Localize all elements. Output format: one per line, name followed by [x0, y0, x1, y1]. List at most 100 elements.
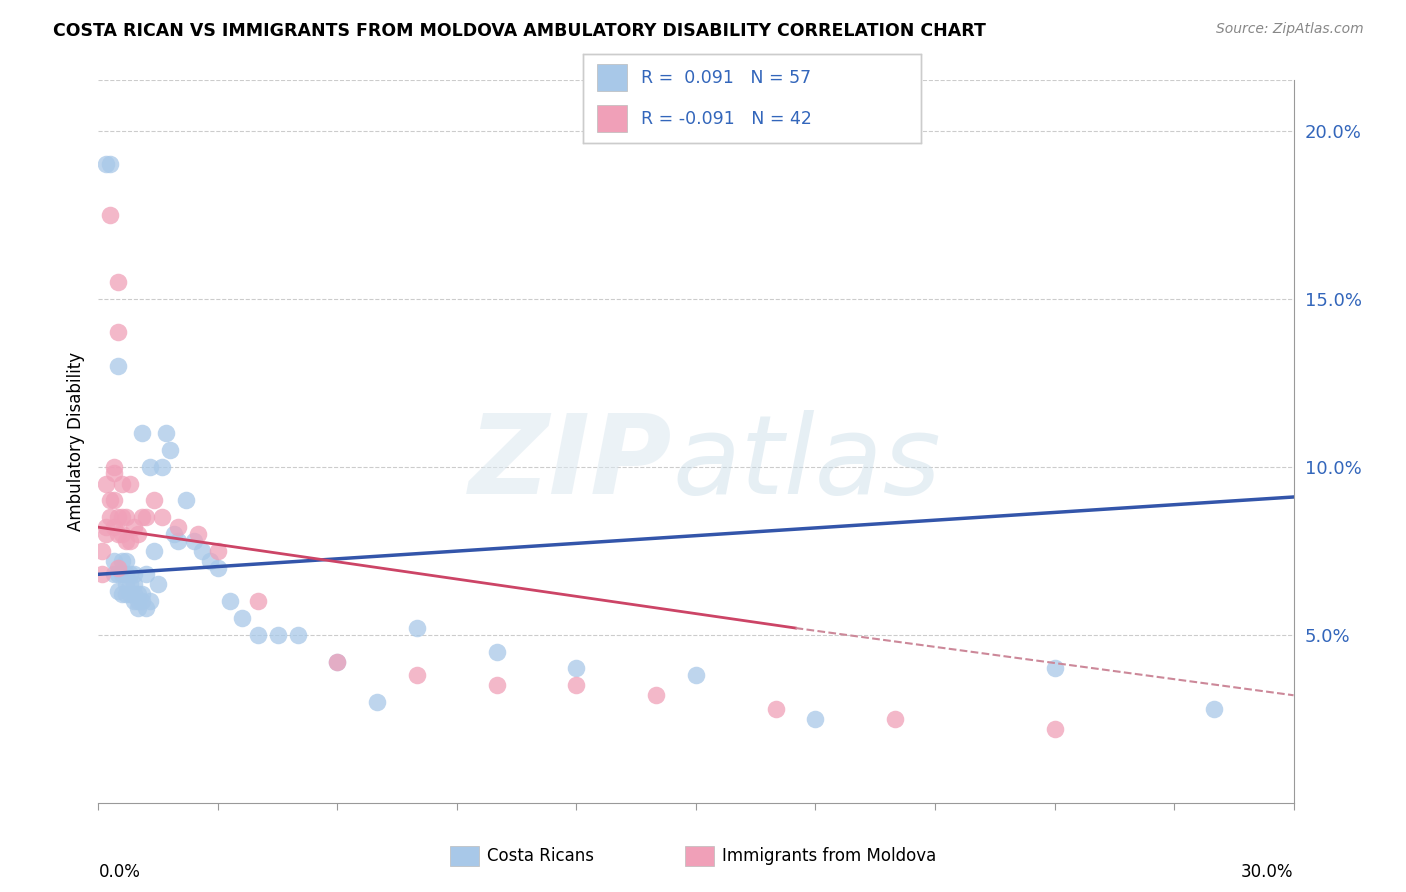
Point	[167, 520, 190, 534]
Point	[120, 567, 142, 582]
Point	[207, 543, 229, 558]
Point	[1043, 722, 1066, 736]
Point	[135, 510, 157, 524]
Point	[107, 527, 129, 541]
Point	[150, 510, 173, 524]
Point	[115, 510, 138, 524]
Point	[115, 587, 138, 601]
Point	[685, 668, 707, 682]
Point	[96, 520, 118, 534]
Point	[111, 587, 134, 601]
Point	[1202, 702, 1225, 716]
Point	[103, 520, 125, 534]
Point	[124, 567, 146, 582]
Point	[406, 621, 429, 635]
Point	[124, 587, 146, 601]
Point	[98, 510, 122, 524]
Point	[485, 644, 508, 658]
Point	[127, 587, 149, 601]
Point	[127, 600, 149, 615]
Point	[103, 567, 125, 582]
Point	[765, 702, 787, 716]
Point	[326, 655, 349, 669]
Text: 30.0%: 30.0%	[1241, 863, 1294, 881]
FancyBboxPatch shape	[598, 105, 627, 132]
Point	[107, 510, 129, 524]
Point	[198, 554, 221, 568]
Point	[111, 554, 134, 568]
Point	[884, 712, 907, 726]
Point	[91, 567, 114, 582]
Point	[139, 459, 162, 474]
Text: ZIP: ZIP	[468, 409, 672, 516]
Point	[96, 157, 118, 171]
Text: atlas: atlas	[672, 409, 941, 516]
Point	[207, 560, 229, 574]
Point	[148, 577, 170, 591]
Point	[111, 476, 134, 491]
Point	[326, 655, 349, 669]
Point	[167, 533, 190, 548]
Point	[111, 510, 134, 524]
Point	[107, 560, 129, 574]
Point	[91, 543, 114, 558]
Point	[135, 600, 157, 615]
Point	[98, 208, 122, 222]
Point	[143, 543, 166, 558]
FancyBboxPatch shape	[598, 64, 627, 91]
Point	[131, 426, 153, 441]
Point	[107, 275, 129, 289]
Point	[103, 493, 125, 508]
Point	[183, 533, 205, 548]
Point	[131, 510, 153, 524]
Point	[219, 594, 242, 608]
Point	[127, 527, 149, 541]
Point	[96, 527, 118, 541]
Point	[98, 157, 122, 171]
Point	[246, 628, 269, 642]
Point	[115, 533, 138, 548]
Point	[115, 554, 138, 568]
Point	[267, 628, 290, 642]
Point	[127, 594, 149, 608]
Point	[159, 442, 181, 457]
Point	[111, 527, 134, 541]
Y-axis label: Ambulatory Disability: Ambulatory Disability	[66, 352, 84, 531]
Text: COSTA RICAN VS IMMIGRANTS FROM MOLDOVA AMBULATORY DISABILITY CORRELATION CHART: COSTA RICAN VS IMMIGRANTS FROM MOLDOVA A…	[53, 22, 986, 40]
Point	[246, 594, 269, 608]
Point	[107, 584, 129, 599]
Point	[131, 594, 153, 608]
Point	[406, 668, 429, 682]
Text: R = -0.091   N = 42: R = -0.091 N = 42	[641, 110, 811, 128]
Point	[804, 712, 827, 726]
Point	[103, 554, 125, 568]
Point	[143, 493, 166, 508]
Point	[565, 661, 588, 675]
Point	[107, 326, 129, 340]
Point	[191, 543, 214, 558]
FancyBboxPatch shape	[685, 846, 714, 866]
Point	[155, 426, 177, 441]
Text: R =  0.091   N = 57: R = 0.091 N = 57	[641, 69, 811, 87]
Point	[366, 695, 388, 709]
Point	[96, 476, 118, 491]
Point	[1043, 661, 1066, 675]
Point	[124, 577, 146, 591]
Point	[120, 587, 142, 601]
Point	[115, 577, 138, 591]
Point	[103, 467, 125, 481]
Point	[139, 594, 162, 608]
Point	[120, 577, 142, 591]
Point	[124, 594, 146, 608]
Point	[174, 493, 197, 508]
Point	[287, 628, 309, 642]
Point	[111, 567, 134, 582]
Text: Costa Ricans: Costa Ricans	[488, 847, 595, 865]
Point	[485, 678, 508, 692]
Point	[107, 567, 129, 582]
Point	[103, 459, 125, 474]
Point	[120, 476, 142, 491]
Point	[120, 533, 142, 548]
Point	[115, 567, 138, 582]
Point	[124, 520, 146, 534]
